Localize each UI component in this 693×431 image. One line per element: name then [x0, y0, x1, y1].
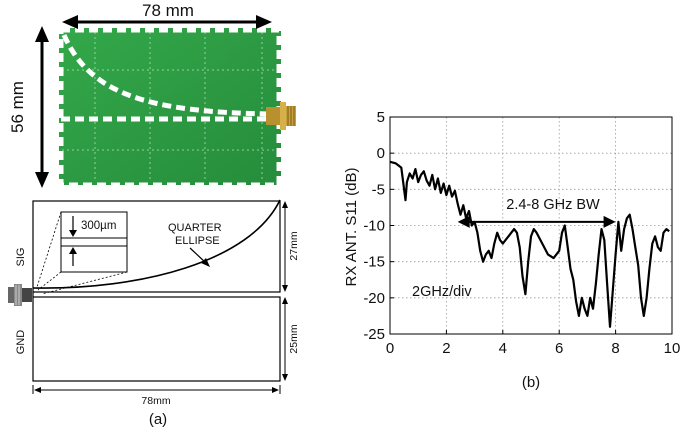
antenna-photo	[58, 27, 296, 188]
curve-label-line2: ELLIPSE	[175, 235, 220, 247]
photo-width-label: 78 mm	[142, 1, 194, 20]
x-tick-label-2: 4	[499, 340, 507, 357]
height-dimensions	[32, 201, 288, 394]
width-label: 78mm	[141, 395, 170, 407]
curve-label-line1: QUARTER	[168, 222, 222, 234]
gnd-label: GND	[15, 330, 27, 355]
x-tick-label-4: 8	[611, 340, 619, 357]
upper-height-label: 27mm	[288, 231, 300, 260]
y-axis-label: RX ANT. S11 (dB)	[343, 168, 360, 287]
series-line-0	[389, 160, 670, 328]
sig-label: SIG	[15, 248, 27, 267]
div-annotation: 2GHz/div	[412, 284, 472, 300]
y-tick-label-3: -10	[363, 218, 385, 235]
photo-width-dimension	[35, 15, 272, 188]
sma-connector-icon	[266, 102, 296, 130]
y-tick-label-2: -5	[372, 181, 385, 198]
y-tick-label-6: -25	[363, 326, 385, 343]
s11-chart: 0 2 4 6 8 10 5 0 -5 -10 -15 -20 -25	[363, 109, 680, 357]
gap-label: 300µm	[81, 220, 116, 232]
antenna-diagram	[32, 199, 281, 382]
y-tick-label-5: -20	[363, 290, 385, 307]
caption-b: (b)	[522, 374, 540, 391]
x-tick-label-3: 6	[555, 340, 563, 357]
x-tick-label-0: 0	[386, 340, 394, 357]
y-tick-label-1: 0	[377, 145, 385, 162]
connector-icon	[8, 284, 32, 306]
gap-arrows	[69, 216, 77, 266]
x-tick-label-5: 10	[664, 340, 681, 357]
bw-arrow-left-head	[457, 215, 470, 228]
y-tick-label-0: 5	[377, 109, 385, 126]
photo-height-label: 56 mm	[8, 81, 27, 133]
x-tick-label-1: 2	[442, 340, 450, 357]
curve-pointer	[189, 247, 210, 267]
y-tick-label-4: -15	[363, 254, 385, 271]
bw-annotation: 2.4-8 GHz BW	[506, 197, 600, 213]
caption-a: (a)	[149, 411, 167, 428]
bw-arrow-right-head	[603, 215, 616, 228]
lower-height-label: 25mm	[288, 324, 300, 353]
